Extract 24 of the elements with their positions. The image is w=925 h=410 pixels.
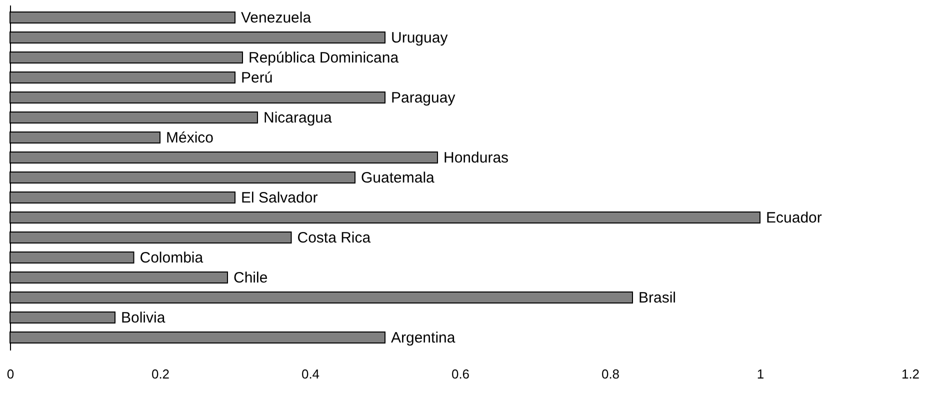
- y-tick-label: República Dominicana: [248, 50, 400, 66]
- y-tick-label: Chile: [234, 270, 268, 286]
- y-tick-label: Brasil: [638, 290, 676, 306]
- y-tick-label: Colombia: [140, 250, 204, 266]
- x-tick-label: 1: [756, 366, 764, 382]
- y-tick-label: Argentina: [391, 330, 456, 346]
- y-tick-label: Uruguay: [391, 30, 448, 46]
- y-tick-label: Bolivia: [121, 310, 166, 326]
- x-tick-label: 0.8: [601, 366, 620, 382]
- y-tick-label: Costa Rica: [297, 230, 372, 246]
- x-tick-label: 0.4: [301, 366, 320, 382]
- x-tick-label: 0: [6, 366, 14, 382]
- x-tick-label: 0.2: [151, 366, 170, 382]
- y-tick-label: Venezuela: [241, 10, 312, 26]
- y-tick-label: Ecuador: [766, 210, 822, 226]
- x-tick-label: 0.6: [451, 366, 470, 382]
- y-tick-label: Guatemala: [361, 170, 436, 186]
- y-tick-label: Nicaragua: [264, 110, 333, 126]
- y-tick-label: Perú: [241, 70, 273, 86]
- y-tick-label: Paraguay: [391, 90, 456, 106]
- y-tick-label: Honduras: [444, 150, 509, 166]
- x-tick-label: 1.2: [901, 366, 920, 382]
- y-tick-label: El Salvador: [241, 190, 318, 206]
- y-tick-label: México: [166, 130, 214, 146]
